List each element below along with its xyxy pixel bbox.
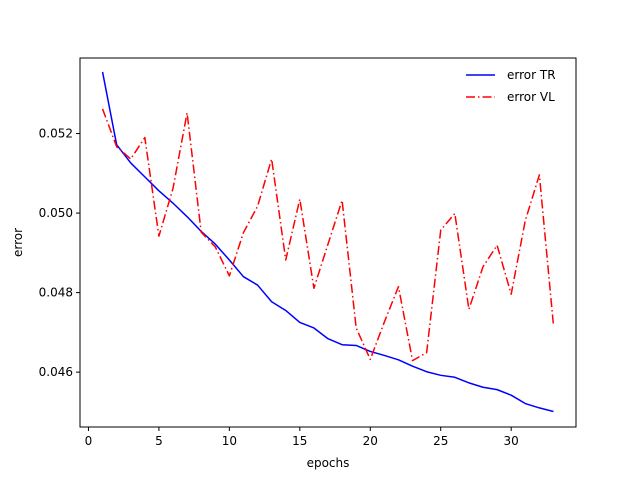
legend-label: error TR [507, 68, 556, 82]
series-layer [101, 71, 555, 413]
x-tick-label: 5 [155, 434, 163, 448]
x-tick-label: 25 [433, 434, 448, 448]
y-tick-label: 0.052 [39, 127, 73, 141]
x-tick-label: 15 [292, 434, 307, 448]
y-tick-label: 0.050 [39, 206, 73, 220]
series-line-error-tr [101, 71, 554, 413]
y-tick-label: 0.048 [39, 286, 73, 300]
plot-frame [79, 57, 577, 428]
x-axis-ticks: 0 5 10 15 20 25 30 [85, 427, 519, 448]
x-tick-label: 0 [85, 434, 93, 448]
y-axis-ticks: 0.046 0.048 0.050 0.052 [39, 127, 80, 379]
x-axis-label: epochs [307, 456, 350, 470]
x-tick-label: 30 [504, 434, 519, 448]
legend: error TR error VL [466, 68, 556, 104]
y-tick-label: 0.046 [39, 365, 73, 379]
legend-label: error VL [507, 90, 555, 104]
series-line-error-vl [101, 108, 555, 362]
y-axis-label: error [11, 228, 25, 257]
x-tick-label: 10 [222, 434, 237, 448]
x-tick-label: 20 [363, 434, 378, 448]
